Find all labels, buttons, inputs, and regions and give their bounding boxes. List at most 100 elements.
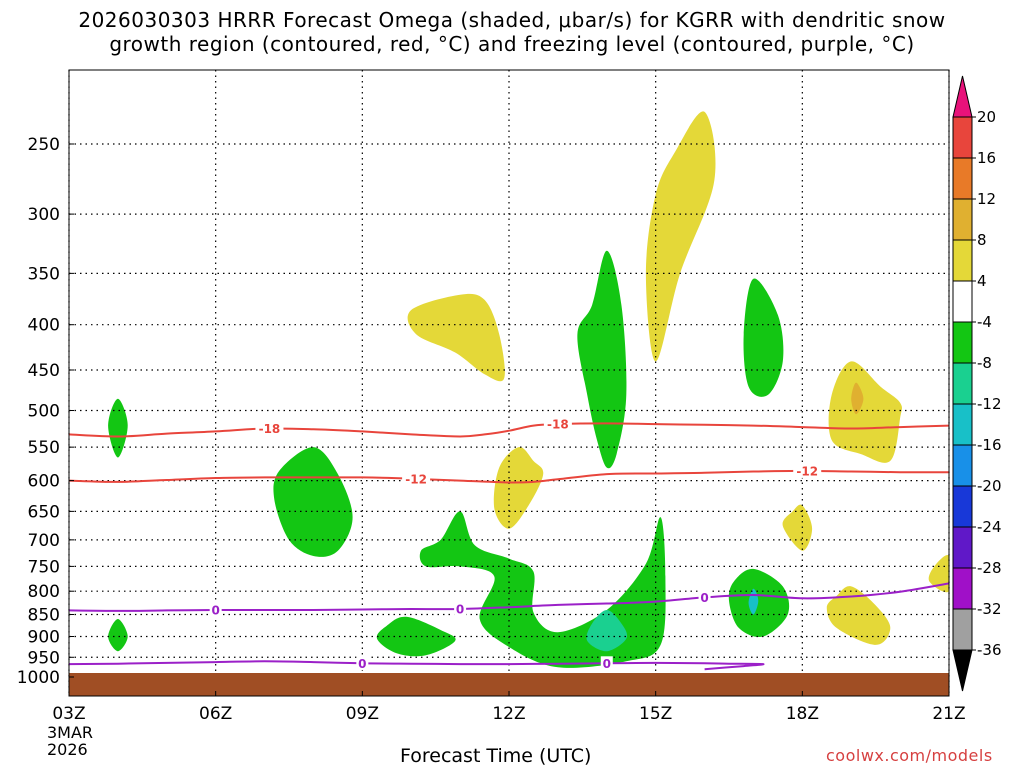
contour-freezing-level-lower <box>69 660 765 671</box>
credit-link[interactable]: coolwx.com/models <box>826 746 993 765</box>
contour-label-bg-freezing-level-lower-1 <box>600 656 613 671</box>
contour-label-dendritic-top-1: -18 <box>547 418 569 432</box>
colorbar-segment-9 <box>952 485 973 528</box>
omega-region-7 <box>728 568 790 638</box>
omega-region-11 <box>493 447 544 529</box>
omega-region-2 <box>273 447 353 557</box>
y-tick-label-400: 400 <box>28 316 60 336</box>
colorbar-segment-6 <box>952 362 973 405</box>
colorbar-label-8: -16 <box>977 436 1002 454</box>
y-tick-label-900: 900 <box>28 627 60 647</box>
y-tick-label-950: 950 <box>28 648 60 668</box>
colorbar-segment-5 <box>952 321 973 364</box>
colorbar-label-12: -32 <box>977 600 1002 618</box>
date-label: 3MAR 2026 <box>47 724 93 758</box>
colorbar-segment-12 <box>952 608 973 651</box>
y-tick-label-800: 800 <box>28 582 60 602</box>
y-tick-label-650: 650 <box>28 502 60 522</box>
date-label-month: 3MAR <box>47 723 94 742</box>
colorbar-top-arrow <box>952 75 973 118</box>
contour-label-bg-freezing-level-upper-0 <box>209 602 222 617</box>
colorbar-label-4: 4 <box>977 272 987 290</box>
y-tick-label-850: 850 <box>28 606 60 626</box>
omega-region-0 <box>108 398 128 458</box>
contour-label-dendritic-bottom-0: -12 <box>405 472 427 486</box>
y-tick-label-500: 500 <box>28 402 60 422</box>
contour-label-bg-dendritic-top-0 <box>255 421 284 436</box>
colorbar-label-3: 8 <box>977 231 987 249</box>
x-tick-label-09Z: 09Z <box>346 704 379 724</box>
omega-region-6 <box>743 278 784 397</box>
omega-region-8 <box>586 610 628 652</box>
omega-region-12 <box>645 111 716 362</box>
contour-label-bg-dendritic-top-1 <box>543 417 572 432</box>
y-tick-label-1000: 1000 <box>17 668 60 688</box>
omega-region-1 <box>108 619 128 652</box>
contour-label-freezing-level-lower-0: 0 <box>358 657 366 671</box>
contour-label-freezing-level-upper-2: 0 <box>700 591 708 605</box>
contour-layer: -18 -18 -12 -12 0 0 0 0 0 <box>69 417 949 671</box>
omega-region-16 <box>928 555 949 593</box>
y-tick-label-250: 250 <box>28 135 60 155</box>
x-tick-label-03Z: 03Z <box>52 704 85 724</box>
x-tick-label-12Z: 12Z <box>492 704 525 724</box>
contour-label-dendritic-top-0: -18 <box>259 422 281 436</box>
colorbar-segment-4 <box>952 280 973 323</box>
date-label-year: 2026 <box>47 740 88 759</box>
contour-label-bg-freezing-level-lower-0 <box>356 656 369 671</box>
contour-label-bg-freezing-level-upper-1 <box>454 602 467 617</box>
y-tick-label-700: 700 <box>28 531 60 551</box>
x-tick-label-15Z: 15Z <box>639 704 672 724</box>
chart-title-line-2: growth region (contoured, red, °C) and f… <box>109 32 915 56</box>
colorbar-label-5: -4 <box>977 313 992 331</box>
colorbar-segment-3 <box>952 239 973 282</box>
y-tick-label-600: 600 <box>28 472 60 492</box>
ground-terrain <box>69 673 949 696</box>
colorbar-label-7: -12 <box>977 395 1002 413</box>
omega-region-17 <box>851 382 864 415</box>
contour-label-freezing-level-upper-0: 0 <box>211 603 219 617</box>
colorbar-label-9: -20 <box>977 477 1002 495</box>
x-axis-title: Forecast Time (UTC) <box>400 745 592 767</box>
colorbar-label-0: 20 <box>977 108 996 126</box>
contour-label-dendritic-bottom-1: -12 <box>796 464 818 478</box>
omega-region-14 <box>828 361 902 463</box>
colorbar-segment-11 <box>952 567 973 610</box>
contour-label-freezing-level-lower-1: 0 <box>603 657 611 671</box>
colorbar-segment-0 <box>952 116 973 159</box>
contour-dendritic-top <box>69 422 949 438</box>
contour-label-bg-dendritic-bottom-0 <box>402 471 431 486</box>
colorbar-segment-1 <box>952 157 973 200</box>
colorbar-segment-8 <box>952 444 973 487</box>
colorbar-label-10: -24 <box>977 518 1002 536</box>
x-axis: 03Z 06Z 09Z 12Z 15Z 18Z 21Z <box>52 691 966 724</box>
colorbar-label-11: -28 <box>977 559 1002 577</box>
omega-region-4 <box>419 511 666 668</box>
contour-label-bg-dendritic-bottom-1 <box>793 463 822 478</box>
y-tick-label-350: 350 <box>28 264 60 284</box>
x-tick-label-06Z: 06Z <box>199 704 232 724</box>
colorbar-bottom-arrow <box>952 649 973 692</box>
omega-region-10 <box>407 293 505 382</box>
omega-region-5 <box>577 250 627 469</box>
omega-region-15 <box>826 586 891 645</box>
chart-title-line-1: 2026030303 HRRR Forecast Omega (shaded, … <box>78 8 946 32</box>
colorbar: 20 16 12 8 4 -4 -8 -12 -16 -20 -24 -28 -32 -36 <box>952 75 1002 692</box>
contour-label-bg-freezing-level-upper-2 <box>698 590 711 605</box>
colorbar-segment-2 <box>952 198 973 241</box>
y-tick-label-450: 450 <box>28 361 60 381</box>
y-tick-label-300: 300 <box>28 205 60 225</box>
y-tick-label-750: 750 <box>28 557 60 577</box>
y-axis: 2503003504004505005506006507007508008509… <box>17 135 74 688</box>
y-tick-label-550: 550 <box>28 438 60 458</box>
colorbar-segment-10 <box>952 526 973 569</box>
colorbar-label-13: -36 <box>977 641 1002 659</box>
x-tick-label-18Z: 18Z <box>786 704 819 724</box>
colorbar-label-2: 12 <box>977 190 996 208</box>
colorbar-segment-7 <box>952 403 973 446</box>
omega-region-13 <box>782 504 813 551</box>
colorbar-label-1: 16 <box>977 149 996 167</box>
x-tick-label-21Z: 21Z <box>932 704 965 724</box>
omega-shading-layer <box>108 111 949 668</box>
